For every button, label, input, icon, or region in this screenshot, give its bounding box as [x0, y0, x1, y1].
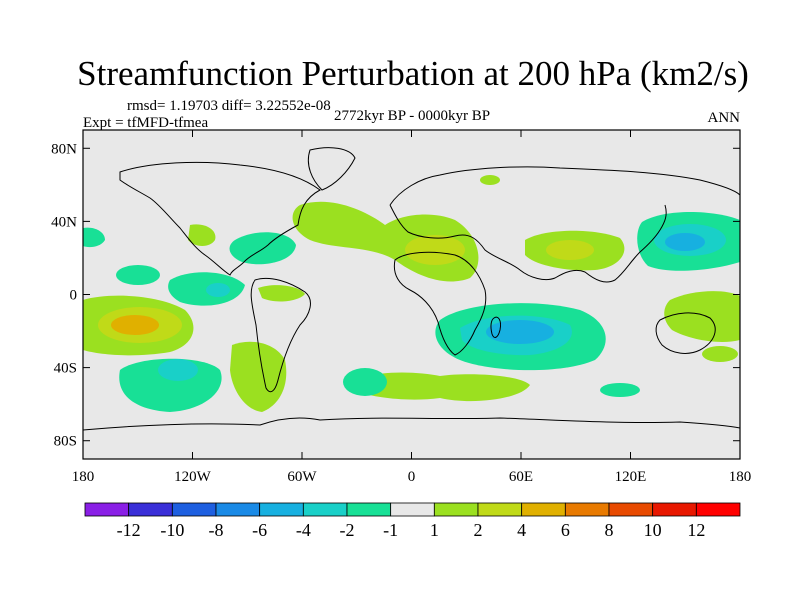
coast-antarctica: [83, 417, 740, 431]
experiment-label: Expt = tfMFD-tfmea: [83, 115, 208, 131]
contour-fields: [83, 175, 740, 412]
y-tick-label: 80S: [54, 434, 77, 450]
contour-spacific-6: [111, 315, 159, 335]
colorbar-label: -12: [117, 520, 141, 540]
colorbar-label: -6: [252, 520, 267, 540]
season-label: ANN: [708, 110, 741, 126]
y-tick-label: 40S: [54, 361, 77, 377]
contour-mexico-2: [188, 224, 216, 246]
colorbar-swatch: [608, 502, 654, 517]
colorbar-label: -10: [160, 520, 184, 540]
colorbar-swatch: [652, 502, 697, 517]
colorbar-swatch: [346, 502, 392, 517]
colorbar: -12 -10 -8 -6 -4 -2 -1 1 2 4 6 8 10 12: [84, 502, 741, 540]
coast-africa: [393, 251, 487, 356]
y-tick-label: 0: [70, 288, 78, 304]
colorbar-swatch: [564, 502, 610, 517]
y-tick-label: 40N: [51, 214, 77, 230]
x-tick-label: 120W: [174, 469, 212, 485]
chart-title: Streamfunction Perturbation at 200 hPa (…: [77, 54, 749, 93]
period-label: 2772kyr BP - 0000kyr BP: [334, 108, 490, 124]
colorbar-label: 12: [687, 520, 705, 540]
colorbar-label: 1: [430, 520, 439, 540]
contour-wpacific-2: [664, 291, 740, 342]
x-tick-label: 0: [408, 469, 416, 485]
contour-caribbean-1: [229, 232, 296, 265]
colorbar-swatch: [521, 502, 566, 517]
contour-epacific-3: [206, 283, 230, 297]
colorbar-label: -1: [383, 520, 398, 540]
colorbar-label: 6: [561, 520, 570, 540]
colorbar-label: -8: [209, 520, 224, 540]
x-tick-label: 120E: [615, 469, 647, 485]
x-tick-label: 60E: [509, 469, 533, 485]
contour-patagonia-2: [230, 341, 287, 412]
contour-sahara-4: [405, 235, 465, 265]
contour-southern-neg: [343, 368, 387, 396]
colorbar-label: 2: [474, 520, 483, 540]
colorbar-swatch: [695, 502, 741, 517]
coast-eurasia: [389, 166, 740, 283]
colorbar-label: 4: [517, 520, 526, 540]
colorbar-label: 10: [644, 520, 662, 540]
coastlines: [83, 147, 740, 431]
contour-epacific-1: [116, 265, 160, 285]
x-axis: 180 120W 60W 0 60E 120E 180: [72, 130, 752, 485]
colorbar-swatch: [259, 502, 304, 517]
contour-arctic-2: [480, 175, 500, 185]
colorbar-label: -4: [296, 520, 311, 540]
y-axis: 80N 40N 0 40S 80S: [51, 141, 740, 450]
y-tick-label: 80N: [51, 141, 77, 157]
coast-australia: [655, 312, 716, 354]
x-tick-label: 180: [729, 469, 752, 485]
contour-brazil-2: [258, 285, 305, 302]
colorbar-swatch: [302, 502, 348, 517]
coast-greenland: [307, 147, 356, 191]
x-tick-label: 180: [72, 469, 95, 485]
coast-north-america: [119, 161, 321, 276]
coast-south-america: [250, 277, 311, 393]
coast-madagascar: [490, 316, 501, 338]
colorbar-swatch: [433, 502, 479, 517]
contour-asia-4: [546, 240, 594, 260]
contour-sindian-south: [600, 383, 640, 397]
contour-sindian-4: [486, 320, 554, 344]
colorbar-swatch: [171, 502, 217, 517]
contour-pacific-ne: [83, 227, 105, 248]
colorbar-swatch: [477, 502, 523, 517]
stats-label: rmsd= 1.19703 diff= 3.22552e-08: [127, 98, 331, 114]
colorbar-label: 8: [605, 520, 614, 540]
x-tick-label: 60W: [287, 469, 317, 485]
colorbar-swatch: [84, 502, 130, 517]
colorbar-swatch: [215, 502, 261, 517]
colorbar-label: -2: [340, 520, 355, 540]
contour-southern-2: [360, 372, 530, 402]
colorbar-swatch: [128, 502, 173, 517]
contour-nz-2: [702, 346, 738, 362]
contour-sepacific-2: [158, 359, 198, 381]
colorbar-swatch: [390, 502, 435, 517]
contour-npacific-4: [665, 233, 705, 251]
